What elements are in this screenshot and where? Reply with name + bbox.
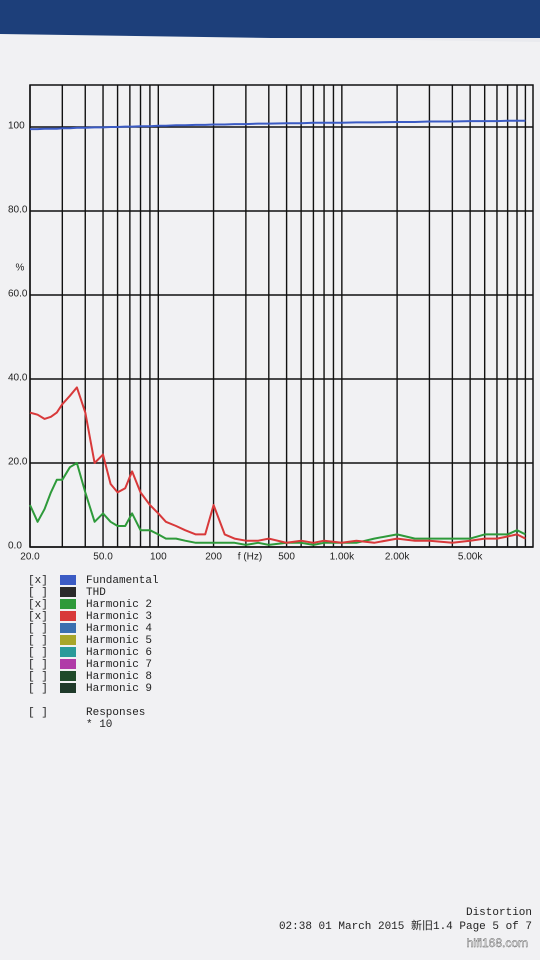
legend-checkbox: [x] bbox=[28, 611, 48, 623]
paper bbox=[0, 34, 540, 960]
legend-checkbox: [ ] bbox=[28, 671, 48, 683]
footer-title: Distortion bbox=[466, 907, 532, 919]
legend-swatch bbox=[60, 683, 76, 693]
legend-swatch bbox=[60, 635, 76, 645]
legend-label: Harmonic 5 bbox=[86, 635, 152, 647]
legend-label: Fundamental bbox=[86, 575, 159, 587]
legend-label: Harmonic 7 bbox=[86, 659, 152, 671]
legend-checkbox: [ ] bbox=[28, 635, 48, 647]
legend-swatch bbox=[60, 671, 76, 681]
y-tick-label: 80.0 bbox=[8, 205, 28, 216]
legend-checkbox: [ ] bbox=[28, 683, 48, 695]
legend-checkbox: [ ] bbox=[28, 647, 48, 659]
legend-checkbox: [ ] bbox=[28, 587, 48, 599]
legend-label: Harmonic 9 bbox=[86, 683, 152, 695]
x-tick-label: 2.00k bbox=[385, 552, 410, 563]
x-tick-label: 200 bbox=[205, 552, 222, 563]
x-tick-label: 500 bbox=[278, 552, 295, 563]
legend-swatch bbox=[60, 659, 76, 669]
legend-swatch bbox=[60, 623, 76, 633]
legend-checkbox: [x] bbox=[28, 575, 48, 587]
legend-label: Harmonic 2 bbox=[86, 599, 152, 611]
legend-swatch bbox=[60, 647, 76, 657]
legend-swatch bbox=[60, 611, 76, 621]
series-line bbox=[29, 386, 526, 544]
y-tick-label: 40.0 bbox=[8, 373, 28, 384]
legend-swatch bbox=[60, 575, 76, 585]
footer-line: 02:38 01 March 2015 新旧1.4 Page 5 of 7 bbox=[279, 918, 532, 933]
y-tick-label: 60.0 bbox=[8, 289, 28, 300]
y-tick-label: 0.0 bbox=[8, 541, 22, 552]
x-tick-label: 50.0 bbox=[93, 552, 113, 563]
responses-title: Responses bbox=[86, 707, 145, 719]
y-axis-label: % bbox=[16, 263, 25, 274]
legend-label: Harmonic 3 bbox=[86, 611, 152, 623]
legend-swatch bbox=[60, 587, 76, 597]
responses-checkbox: [ ] bbox=[28, 707, 48, 719]
watermark: hifi168.com bbox=[467, 936, 528, 950]
legend-label: Harmonic 8 bbox=[86, 671, 152, 683]
legend-swatch bbox=[60, 599, 76, 609]
x-tick-label: 100 bbox=[150, 552, 167, 563]
legend-checkbox: [x] bbox=[28, 599, 48, 611]
x-tick-label: 20.0 bbox=[20, 552, 40, 563]
legend-label: THD bbox=[86, 587, 106, 599]
series-line bbox=[30, 119, 526, 131]
x-tick-label: 1.00k bbox=[330, 552, 355, 563]
legend-checkbox: [ ] bbox=[28, 623, 48, 635]
x-axis-label: f (Hz) bbox=[238, 552, 262, 563]
y-tick-label: 20.0 bbox=[8, 457, 28, 468]
series-line bbox=[29, 462, 526, 546]
responses-value: * 10 bbox=[86, 719, 112, 731]
legend-label: Harmonic 6 bbox=[86, 647, 152, 659]
legend-label: Harmonic 4 bbox=[86, 623, 152, 635]
y-tick-label: 100 bbox=[8, 121, 25, 132]
photo-edge bbox=[0, 0, 540, 38]
legend-checkbox: [ ] bbox=[28, 659, 48, 671]
x-tick-label: 5.00k bbox=[458, 552, 483, 563]
